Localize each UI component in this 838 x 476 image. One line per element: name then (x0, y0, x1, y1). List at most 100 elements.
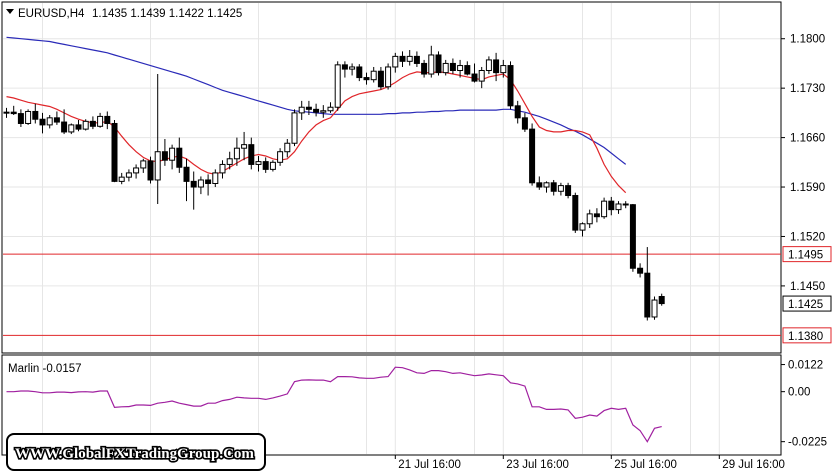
candle-body (428, 54, 435, 75)
candle-body (277, 151, 284, 163)
candle-body (637, 267, 644, 274)
candle-body (644, 272, 651, 318)
level-price-tag-label: 1.1380 (788, 331, 823, 343)
candle-body (133, 167, 140, 174)
candle-body (17, 113, 24, 124)
candle-body (449, 62, 456, 72)
candle-body (169, 147, 176, 161)
candle-body (435, 54, 442, 74)
candle-body (464, 65, 471, 75)
candle-body (89, 120, 96, 127)
candle-body (327, 106, 334, 112)
candle-body (212, 172, 219, 185)
current-price-tag-label: 1.1425 (788, 299, 823, 311)
price-tick-label: 1.1590 (790, 182, 825, 194)
candle-body (25, 110, 32, 124)
time-tick-label: 23 Jul 16:00 (506, 459, 569, 471)
candle-body (557, 185, 564, 192)
time-tick-label: 29 Jul 16:00 (722, 459, 785, 471)
candle-body (442, 62, 449, 74)
candle-body (550, 182, 557, 192)
oscillator-axis: 0.0122 0.00 -0.0225 (781, 360, 827, 449)
candle-body (629, 204, 636, 269)
candle-body (284, 142, 291, 153)
oscillator (6, 366, 662, 443)
candle-body (471, 73, 478, 82)
candle-body (399, 55, 406, 62)
candle-body (478, 70, 485, 82)
candle-body (46, 117, 53, 126)
candle-body (248, 144, 255, 165)
candle-body (608, 200, 615, 211)
candle-body (313, 108, 320, 113)
candle-body (320, 110, 327, 113)
candle-body (457, 65, 464, 72)
candle-body (118, 176, 125, 182)
time-tick-label: 21 Jul 16:00 (398, 459, 461, 471)
time-tick-label: 25 Jul 16:00 (614, 459, 677, 471)
candle-body (572, 195, 579, 231)
candle-body (500, 65, 507, 74)
candle-body (255, 161, 262, 165)
candle-body (197, 179, 204, 188)
candle-body (493, 59, 500, 74)
candle-body (485, 59, 492, 72)
candle-body (514, 105, 521, 119)
candle-body (97, 115, 104, 127)
candle-body (363, 77, 370, 81)
price-tick-label: 1.1450 (790, 281, 825, 293)
candle-body (406, 55, 413, 62)
candle-body (104, 115, 111, 124)
price-axis: 1.1800 1.1730 1.1660 1.1590 1.1520 1.1450 1.14… (781, 34, 832, 344)
candles (3, 45, 665, 321)
candle-body (140, 160, 147, 169)
candle-body (125, 172, 132, 178)
chart-menu-triangle-icon[interactable] (6, 9, 14, 14)
candle-body (53, 117, 60, 123)
candle-body (615, 203, 622, 211)
candle-body (377, 70, 384, 88)
price-tick-label: 1.1520 (790, 231, 825, 243)
candle-body (82, 120, 89, 130)
candle-body (190, 180, 197, 188)
candle-body (10, 111, 17, 115)
candle-body (356, 66, 363, 79)
oscillator-tick-label: 0.0122 (788, 360, 823, 372)
candle-body (601, 200, 608, 218)
oscillator-tick-label: 0.00 (788, 387, 810, 399)
candle-body (154, 151, 161, 181)
candle-body (392, 55, 399, 68)
watermark-box (6, 433, 266, 471)
candle-body (622, 203, 629, 206)
candle-body (334, 64, 341, 108)
candle-body (219, 163, 226, 174)
marlin-line (6, 366, 662, 443)
candle-body (579, 223, 586, 231)
candle-body (593, 213, 600, 218)
indicator-title: Marlin -0.0157 (8, 363, 82, 375)
price-tick-label: 1.1730 (790, 83, 825, 95)
candle-body (536, 182, 543, 188)
candle-body (291, 112, 298, 144)
candle-body (233, 147, 240, 160)
level-price-tag-box (782, 327, 832, 344)
candle-body (305, 106, 312, 110)
candle-body (658, 296, 665, 305)
oscillator-tick-label: -0.0225 (788, 437, 827, 449)
candle-body (565, 185, 572, 197)
candle-body (183, 166, 190, 182)
candle-body (39, 118, 46, 126)
indicator-pane-frame (1, 354, 782, 456)
candle-body (385, 66, 392, 88)
price-pane-frame (1, 1, 782, 354)
candle-body (61, 121, 68, 133)
candle-body (529, 128, 536, 184)
candle-body (226, 158, 233, 165)
candle-body (147, 160, 154, 181)
candle-body (370, 70, 377, 81)
current-price-tag-box (782, 295, 832, 312)
candle-body (3, 111, 10, 114)
candle-body (111, 122, 118, 182)
